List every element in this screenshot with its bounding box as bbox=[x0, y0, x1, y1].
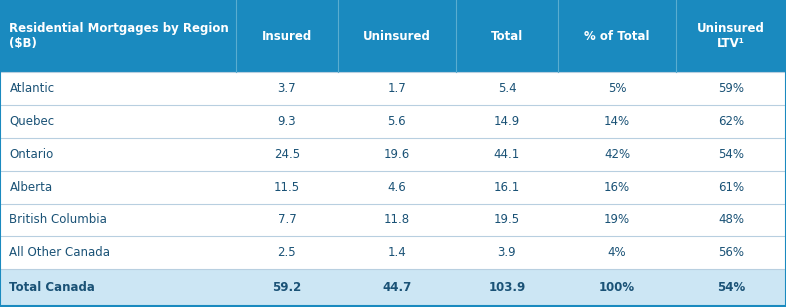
Text: 62%: 62% bbox=[718, 115, 744, 128]
Text: 5.4: 5.4 bbox=[498, 82, 516, 95]
FancyBboxPatch shape bbox=[0, 204, 236, 236]
FancyBboxPatch shape bbox=[456, 105, 558, 138]
FancyBboxPatch shape bbox=[456, 269, 558, 306]
Text: 11.5: 11.5 bbox=[274, 181, 300, 194]
FancyBboxPatch shape bbox=[0, 138, 236, 171]
FancyBboxPatch shape bbox=[0, 269, 236, 306]
Text: 9.3: 9.3 bbox=[277, 115, 296, 128]
FancyBboxPatch shape bbox=[558, 204, 676, 236]
FancyBboxPatch shape bbox=[558, 269, 676, 306]
FancyBboxPatch shape bbox=[236, 171, 338, 204]
Text: Quebec: Quebec bbox=[9, 115, 54, 128]
FancyBboxPatch shape bbox=[676, 236, 786, 269]
Text: 100%: 100% bbox=[599, 281, 635, 294]
Text: 56%: 56% bbox=[718, 246, 744, 259]
Text: Total: Total bbox=[490, 29, 523, 43]
FancyBboxPatch shape bbox=[338, 171, 456, 204]
FancyBboxPatch shape bbox=[456, 0, 558, 72]
FancyBboxPatch shape bbox=[676, 72, 786, 105]
FancyBboxPatch shape bbox=[558, 105, 676, 138]
FancyBboxPatch shape bbox=[236, 204, 338, 236]
Text: 1.7: 1.7 bbox=[387, 82, 406, 95]
Text: 16%: 16% bbox=[604, 181, 630, 194]
Text: 59.2: 59.2 bbox=[272, 281, 302, 294]
FancyBboxPatch shape bbox=[676, 171, 786, 204]
Text: 19.6: 19.6 bbox=[384, 148, 410, 161]
Text: Alberta: Alberta bbox=[9, 181, 53, 194]
FancyBboxPatch shape bbox=[558, 236, 676, 269]
FancyBboxPatch shape bbox=[338, 72, 456, 105]
FancyBboxPatch shape bbox=[456, 138, 558, 171]
Text: 3.9: 3.9 bbox=[498, 246, 516, 259]
Text: % of Total: % of Total bbox=[584, 29, 650, 43]
Text: 2.5: 2.5 bbox=[277, 246, 296, 259]
FancyBboxPatch shape bbox=[236, 269, 338, 306]
FancyBboxPatch shape bbox=[676, 204, 786, 236]
Text: 103.9: 103.9 bbox=[488, 281, 526, 294]
FancyBboxPatch shape bbox=[236, 138, 338, 171]
Text: Atlantic: Atlantic bbox=[9, 82, 54, 95]
Text: 54%: 54% bbox=[718, 148, 744, 161]
Text: Residential Mortgages by Region
($B): Residential Mortgages by Region ($B) bbox=[9, 22, 230, 50]
FancyBboxPatch shape bbox=[676, 105, 786, 138]
FancyBboxPatch shape bbox=[456, 236, 558, 269]
FancyBboxPatch shape bbox=[676, 269, 786, 306]
Text: 11.8: 11.8 bbox=[384, 213, 410, 227]
Text: 5%: 5% bbox=[608, 82, 626, 95]
Text: 7.7: 7.7 bbox=[277, 213, 296, 227]
Text: 44.7: 44.7 bbox=[382, 281, 412, 294]
Text: Uninsured: Uninsured bbox=[363, 29, 431, 43]
FancyBboxPatch shape bbox=[338, 138, 456, 171]
Text: Insured: Insured bbox=[262, 29, 312, 43]
FancyBboxPatch shape bbox=[338, 236, 456, 269]
Text: 16.1: 16.1 bbox=[494, 181, 520, 194]
FancyBboxPatch shape bbox=[0, 0, 236, 72]
Text: 14.9: 14.9 bbox=[494, 115, 520, 128]
FancyBboxPatch shape bbox=[676, 138, 786, 171]
Text: 4%: 4% bbox=[608, 246, 626, 259]
FancyBboxPatch shape bbox=[338, 269, 456, 306]
FancyBboxPatch shape bbox=[338, 0, 456, 72]
Text: 54%: 54% bbox=[717, 281, 745, 294]
FancyBboxPatch shape bbox=[236, 236, 338, 269]
FancyBboxPatch shape bbox=[338, 105, 456, 138]
Text: Uninsured
LTV¹: Uninsured LTV¹ bbox=[697, 22, 765, 50]
FancyBboxPatch shape bbox=[0, 236, 236, 269]
Text: 44.1: 44.1 bbox=[494, 148, 520, 161]
Text: 59%: 59% bbox=[718, 82, 744, 95]
FancyBboxPatch shape bbox=[456, 72, 558, 105]
FancyBboxPatch shape bbox=[558, 72, 676, 105]
Text: 14%: 14% bbox=[604, 115, 630, 128]
FancyBboxPatch shape bbox=[0, 105, 236, 138]
Text: 5.6: 5.6 bbox=[387, 115, 406, 128]
Text: 42%: 42% bbox=[604, 148, 630, 161]
FancyBboxPatch shape bbox=[558, 171, 676, 204]
Text: 24.5: 24.5 bbox=[274, 148, 300, 161]
FancyBboxPatch shape bbox=[676, 0, 786, 72]
Text: 61%: 61% bbox=[718, 181, 744, 194]
FancyBboxPatch shape bbox=[456, 204, 558, 236]
Text: Total Canada: Total Canada bbox=[9, 281, 95, 294]
Text: Ontario: Ontario bbox=[9, 148, 53, 161]
FancyBboxPatch shape bbox=[236, 0, 338, 72]
Text: 3.7: 3.7 bbox=[277, 82, 296, 95]
FancyBboxPatch shape bbox=[558, 0, 676, 72]
Text: 4.6: 4.6 bbox=[387, 181, 406, 194]
FancyBboxPatch shape bbox=[236, 105, 338, 138]
Text: 1.4: 1.4 bbox=[387, 246, 406, 259]
Text: 19%: 19% bbox=[604, 213, 630, 227]
Text: 48%: 48% bbox=[718, 213, 744, 227]
FancyBboxPatch shape bbox=[456, 171, 558, 204]
Text: All Other Canada: All Other Canada bbox=[9, 246, 110, 259]
FancyBboxPatch shape bbox=[0, 171, 236, 204]
FancyBboxPatch shape bbox=[0, 72, 236, 105]
FancyBboxPatch shape bbox=[236, 72, 338, 105]
FancyBboxPatch shape bbox=[338, 204, 456, 236]
FancyBboxPatch shape bbox=[558, 138, 676, 171]
Text: 19.5: 19.5 bbox=[494, 213, 520, 227]
Text: British Columbia: British Columbia bbox=[9, 213, 108, 227]
